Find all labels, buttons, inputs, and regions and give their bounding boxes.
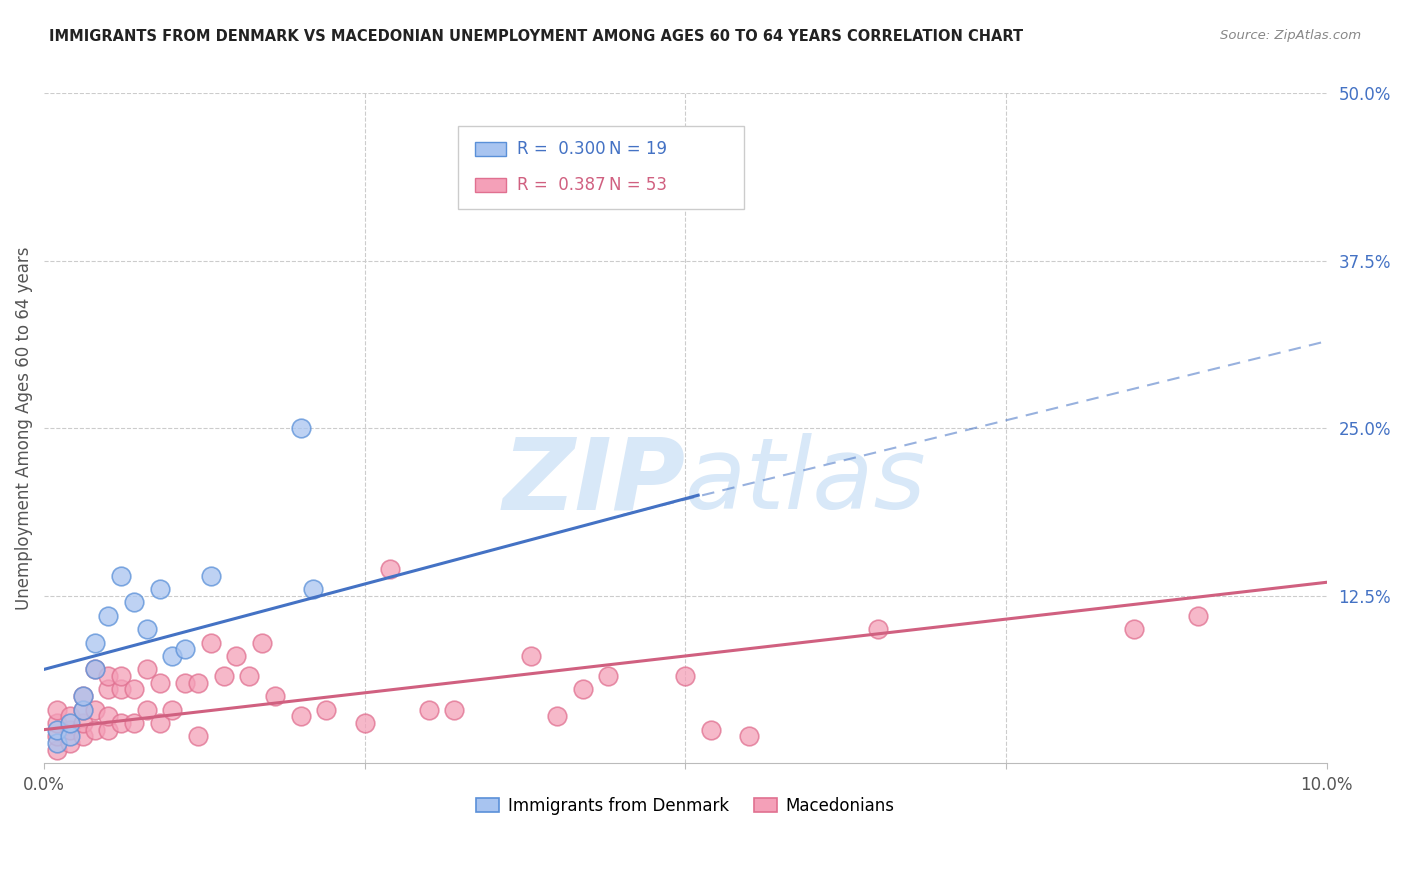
Point	[84, 662, 107, 676]
Point	[122, 682, 145, 697]
Point	[738, 729, 761, 743]
Point	[546, 709, 568, 723]
Point	[59, 736, 82, 750]
Point	[290, 709, 312, 723]
Point	[97, 669, 120, 683]
Text: N = 53: N = 53	[609, 176, 666, 194]
Point	[673, 669, 696, 683]
Point	[264, 689, 287, 703]
Point	[571, 682, 593, 697]
Point	[122, 715, 145, 730]
Point	[45, 743, 67, 757]
Point	[97, 682, 120, 697]
Point	[353, 715, 375, 730]
Text: R =  0.300: R = 0.300	[517, 140, 606, 158]
Point	[45, 729, 67, 743]
Point	[110, 568, 132, 582]
Point	[238, 669, 260, 683]
Point	[290, 421, 312, 435]
Point	[59, 729, 82, 743]
Point	[162, 702, 184, 716]
Text: Source: ZipAtlas.com: Source: ZipAtlas.com	[1220, 29, 1361, 42]
Text: R =  0.387: R = 0.387	[517, 176, 606, 194]
Text: atlas: atlas	[685, 434, 927, 531]
Point	[45, 736, 67, 750]
Point	[520, 648, 543, 663]
Point	[72, 689, 94, 703]
Point	[72, 715, 94, 730]
Point	[443, 702, 465, 716]
Point	[148, 582, 170, 596]
Point	[84, 635, 107, 649]
Point	[200, 568, 222, 582]
Point	[59, 709, 82, 723]
Point	[45, 702, 67, 716]
Point	[59, 723, 82, 737]
Point	[174, 642, 197, 657]
Point	[162, 648, 184, 663]
Point	[84, 723, 107, 737]
Point	[212, 669, 235, 683]
Point	[302, 582, 325, 596]
Y-axis label: Unemployment Among Ages 60 to 64 years: Unemployment Among Ages 60 to 64 years	[15, 246, 32, 610]
Point	[1123, 622, 1146, 636]
Text: IMMIGRANTS FROM DENMARK VS MACEDONIAN UNEMPLOYMENT AMONG AGES 60 TO 64 YEARS COR: IMMIGRANTS FROM DENMARK VS MACEDONIAN UN…	[49, 29, 1024, 44]
Point	[866, 622, 889, 636]
Point	[72, 702, 94, 716]
Point	[72, 702, 94, 716]
Point	[200, 635, 222, 649]
Point	[225, 648, 247, 663]
Point	[84, 662, 107, 676]
Point	[148, 675, 170, 690]
Point	[72, 729, 94, 743]
Point	[418, 702, 440, 716]
Point	[135, 622, 157, 636]
Point	[110, 715, 132, 730]
Point	[122, 595, 145, 609]
Point	[380, 562, 402, 576]
Point	[187, 729, 209, 743]
Point	[688, 180, 710, 194]
Point	[97, 608, 120, 623]
Point	[59, 715, 82, 730]
Point	[110, 682, 132, 697]
Legend: Immigrants from Denmark, Macedonians: Immigrants from Denmark, Macedonians	[470, 790, 901, 822]
Point	[45, 723, 67, 737]
Text: ZIP: ZIP	[502, 434, 685, 531]
Point	[148, 715, 170, 730]
Point	[97, 723, 120, 737]
Point	[110, 669, 132, 683]
Point	[598, 669, 620, 683]
Text: N = 19: N = 19	[609, 140, 666, 158]
Point	[174, 675, 197, 690]
Point	[250, 635, 273, 649]
Point	[700, 723, 723, 737]
Point	[72, 689, 94, 703]
Point	[1187, 608, 1209, 623]
Point	[84, 702, 107, 716]
Point	[187, 675, 209, 690]
Point	[45, 715, 67, 730]
Point	[315, 702, 337, 716]
Point	[135, 702, 157, 716]
Point	[135, 662, 157, 676]
Point	[97, 709, 120, 723]
